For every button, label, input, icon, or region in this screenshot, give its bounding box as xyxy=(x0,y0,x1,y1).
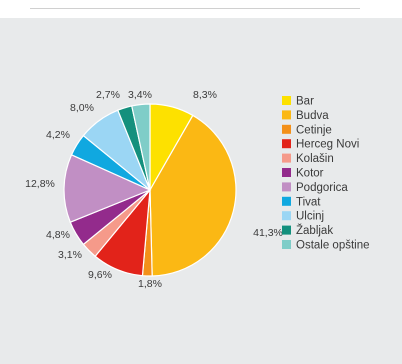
legend-swatch xyxy=(282,182,291,192)
legend-swatch xyxy=(282,124,291,134)
pie-slice-podgorica xyxy=(63,154,152,223)
legend-swatch xyxy=(282,168,291,177)
legend-swatch xyxy=(282,96,291,105)
slice-value-label: 1,8% xyxy=(138,278,162,290)
slice-value-label: 9,6% xyxy=(88,269,112,281)
pie-slice-budva xyxy=(149,114,237,277)
legend-label: Herceg Novi xyxy=(296,139,359,151)
slice-value-label: 4,8% xyxy=(46,229,70,241)
slice-value-label: 3,4% xyxy=(128,89,152,101)
legend-swatch xyxy=(282,240,291,249)
slice-value-label: 8,3% xyxy=(193,89,217,101)
slice-value-label: 41,3% xyxy=(253,227,283,239)
pie-slice-ostale-op-tine xyxy=(131,103,151,191)
legend-swatch xyxy=(282,225,291,235)
top-strip xyxy=(0,0,402,18)
legend-label: Kotor xyxy=(296,168,324,180)
legend-label: Budva xyxy=(296,110,329,122)
legend-label: Kolašin xyxy=(296,153,334,165)
pie-slices xyxy=(63,103,237,277)
top-edge xyxy=(30,0,360,9)
slice-value-label: 4,2% xyxy=(46,129,70,141)
slice-labels: 8,3% 41,3% 1,8% 9,6% 3,1% 4,8% 12,8% 4,2% 8,0%2,… xyxy=(25,89,283,290)
legend-label: Ostale opštine xyxy=(296,240,370,252)
legend-swatch xyxy=(282,153,291,163)
legend-swatch xyxy=(282,196,291,206)
legend-label: Bar xyxy=(296,96,314,108)
slice-value-label: 2,7% xyxy=(96,89,120,101)
legend-label: Cetinje xyxy=(296,124,332,136)
legend-swatch xyxy=(282,211,291,221)
slice-value-label: 3,1% xyxy=(58,249,82,261)
legend: Bar Budva Cetinje Herceg Novi Kolašin Kotor Po… xyxy=(282,96,370,252)
legend-swatch xyxy=(282,110,291,120)
legend-label: Ulcinj xyxy=(296,211,324,223)
legend-label: Žabljak xyxy=(296,224,333,237)
legend-label: Podgorica xyxy=(296,182,348,194)
legend-swatch xyxy=(282,139,291,149)
slice-value-label: 12,8% xyxy=(25,178,55,190)
legend-label: Tivat xyxy=(296,196,321,208)
slice-value-label: 8,0% xyxy=(70,102,94,114)
